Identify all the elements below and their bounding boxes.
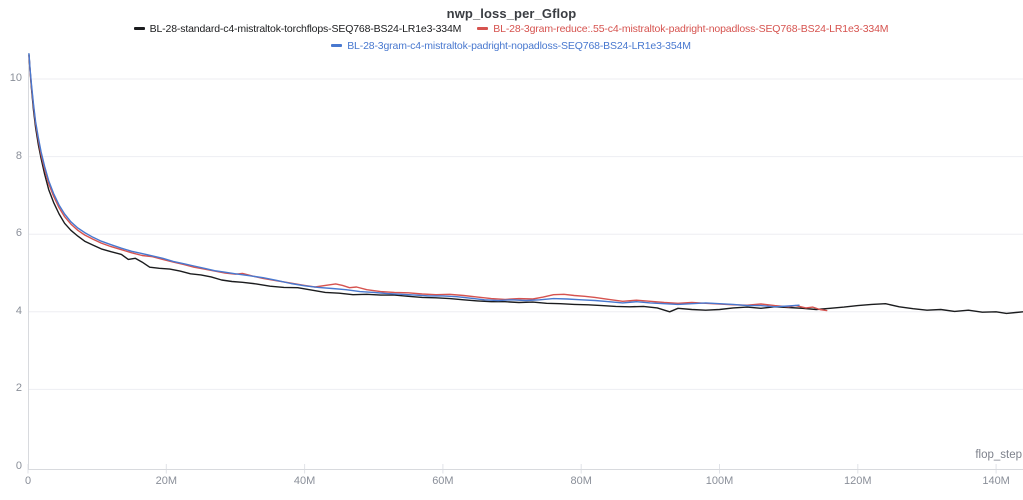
y-tick-label-6: 6 <box>15 227 22 240</box>
y-tick-label-2: 2 <box>15 382 22 395</box>
legend-label-3gram-reduce55: BL-28-3gram-reduce:.55-c4-mistraltok-pad… <box>493 22 889 35</box>
x-tick-label-120M: 120M <box>844 475 872 487</box>
x-tick-label-20M: 20M <box>155 475 177 487</box>
legend: BL-28-standard-c4-mistraltok-torchflops-… <box>11 21 1011 53</box>
legend-entry-3gram-reduce55[interactable]: BL-28-3gram-reduce:.55-c4-mistraltok-pad… <box>477 21 889 36</box>
x-tick-label-0: 0 <box>24 475 32 487</box>
chart-title: nwp_loss_per_Gflop <box>446 6 577 21</box>
y-tick-label-10: 10 <box>9 72 22 84</box>
legend-label-3gram: BL-28-3gram-c4-mistraltok-padright-nopad… <box>347 39 691 52</box>
series-line-3gram[interactable] <box>28 53 800 308</box>
legend-entry-standard[interactable]: BL-28-standard-c4-mistraltok-torchflops-… <box>133 21 462 36</box>
legend-swatch-3gram-reduce55 <box>477 27 489 30</box>
legend-swatch-standard <box>133 27 145 30</box>
y-tick-label-4: 4 <box>15 304 22 317</box>
legend-label-standard: BL-28-standard-c4-mistraltok-torchflops-… <box>149 22 462 35</box>
x-axis-title: flop_step <box>975 449 1022 461</box>
y-tick-label-0: 0 <box>15 460 22 472</box>
legend-entry-3gram[interactable]: BL-28-3gram-c4-mistraltok-padright-nopad… <box>331 38 691 53</box>
y-tick-label-8: 8 <box>15 149 22 162</box>
legend-swatch-3gram <box>331 44 343 47</box>
x-tick-label-80M: 80M <box>570 475 592 487</box>
x-tick-label-140M: 140M <box>982 475 1010 487</box>
series-line-3gram-reduce55[interactable] <box>28 55 828 312</box>
x-tick-label-40M: 40M <box>293 475 316 487</box>
x-tick-label-60M: 60M <box>432 475 454 487</box>
x-tick-label-100M: 100M <box>705 475 734 487</box>
series-line-standard[interactable] <box>28 54 1023 315</box>
